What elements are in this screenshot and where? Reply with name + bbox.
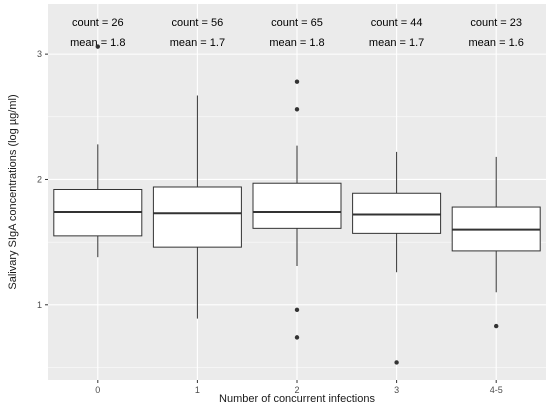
outlier-point [294, 307, 300, 313]
outlier-point [294, 107, 300, 112]
outlier-point [294, 335, 300, 340]
count-label: count = 65 [271, 17, 323, 29]
x-tick-label: 2 [294, 385, 299, 395]
iqr-box [152, 186, 242, 248]
iqr-box [352, 192, 442, 234]
box-0 [53, 44, 143, 258]
outlier-point [494, 323, 499, 329]
mean-label: mean = 1.7 [369, 37, 424, 49]
x-tick-label: 3 [394, 385, 399, 395]
mean-label: mean = 1.6 [469, 37, 524, 49]
outlier-point [394, 360, 399, 365]
count-label: count = 44 [371, 17, 423, 29]
count-label: count = 26 [72, 17, 124, 29]
y-tick-label: 3 [37, 49, 42, 59]
iqr-box [252, 182, 342, 229]
mean-label: mean = 1.8 [70, 37, 125, 49]
y-tick-label: 1 [37, 300, 42, 310]
x-axis-title: Number of concurrent infections [219, 393, 375, 405]
x-tick-label: 0 [95, 385, 100, 395]
box-4-5 [451, 156, 541, 329]
count-label: count = 23 [470, 17, 522, 29]
x-tick-label: 4-5 [490, 385, 503, 395]
y-axis-title: Salivary SIgA concentrations (log µg/ml) [7, 94, 19, 289]
x-axis: 0 1 2 3 4-5 [95, 380, 503, 395]
mean-label: mean = 1.8 [269, 37, 324, 49]
box-1 [152, 95, 242, 319]
outlier-point [294, 79, 300, 84]
count-label: count = 56 [172, 17, 224, 29]
y-tick-label: 2 [37, 174, 42, 184]
x-tick-label: 1 [195, 385, 200, 395]
y-axis: 1 2 3 [37, 49, 48, 310]
box-2 [252, 79, 342, 340]
mean-label: mean = 1.7 [170, 37, 225, 49]
boxplot-series [53, 44, 541, 365]
count-mean-annotations: count = 26 mean = 1.8 count = 56 mean = 1.7… [70, 17, 524, 49]
outlier-point [95, 44, 101, 49]
box-3 [352, 151, 442, 365]
